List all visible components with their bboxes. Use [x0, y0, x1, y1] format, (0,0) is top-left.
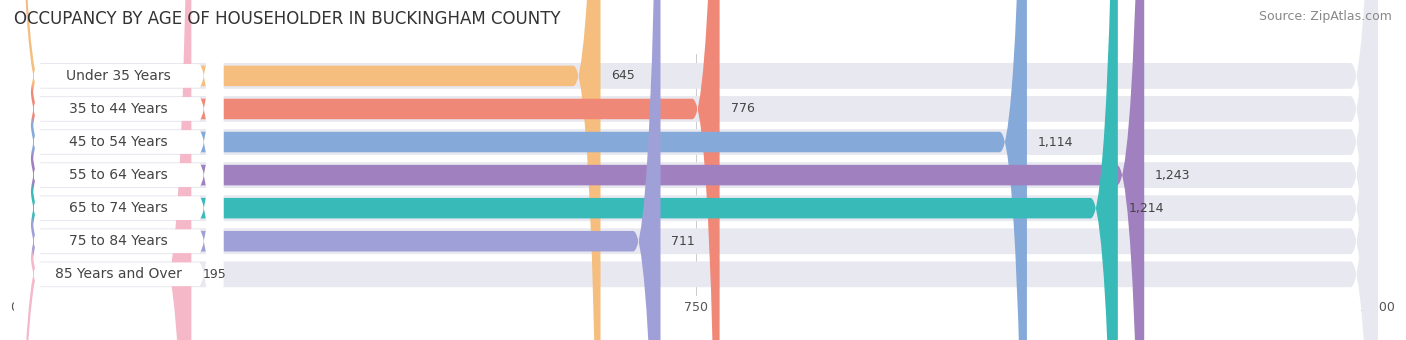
FancyBboxPatch shape — [14, 0, 1378, 340]
Text: 1,114: 1,114 — [1038, 136, 1073, 149]
FancyBboxPatch shape — [14, 0, 720, 340]
Text: 45 to 54 Years: 45 to 54 Years — [69, 135, 167, 149]
FancyBboxPatch shape — [14, 0, 1378, 340]
FancyBboxPatch shape — [14, 0, 224, 340]
FancyBboxPatch shape — [14, 0, 1144, 340]
FancyBboxPatch shape — [14, 0, 191, 340]
FancyBboxPatch shape — [14, 0, 1118, 340]
Text: 1,243: 1,243 — [1156, 169, 1191, 182]
FancyBboxPatch shape — [14, 0, 1378, 340]
FancyBboxPatch shape — [14, 0, 224, 340]
Text: 65 to 74 Years: 65 to 74 Years — [69, 201, 167, 215]
Text: 645: 645 — [612, 69, 636, 82]
Text: 195: 195 — [202, 268, 226, 281]
Text: OCCUPANCY BY AGE OF HOUSEHOLDER IN BUCKINGHAM COUNTY: OCCUPANCY BY AGE OF HOUSEHOLDER IN BUCKI… — [14, 10, 561, 28]
FancyBboxPatch shape — [14, 0, 224, 340]
FancyBboxPatch shape — [14, 0, 1378, 340]
FancyBboxPatch shape — [14, 0, 224, 340]
FancyBboxPatch shape — [14, 0, 1026, 340]
FancyBboxPatch shape — [14, 0, 224, 340]
Text: 35 to 44 Years: 35 to 44 Years — [69, 102, 167, 116]
Text: 776: 776 — [731, 102, 755, 116]
Text: 85 Years and Over: 85 Years and Over — [55, 267, 181, 281]
FancyBboxPatch shape — [14, 0, 1378, 340]
FancyBboxPatch shape — [14, 0, 1378, 340]
Text: 711: 711 — [672, 235, 695, 248]
Text: 55 to 64 Years: 55 to 64 Years — [69, 168, 167, 182]
FancyBboxPatch shape — [14, 0, 224, 340]
Text: Source: ZipAtlas.com: Source: ZipAtlas.com — [1258, 10, 1392, 23]
Text: 1,214: 1,214 — [1129, 202, 1164, 215]
FancyBboxPatch shape — [14, 0, 600, 340]
FancyBboxPatch shape — [14, 0, 661, 340]
FancyBboxPatch shape — [14, 0, 224, 340]
Text: Under 35 Years: Under 35 Years — [66, 69, 172, 83]
FancyBboxPatch shape — [14, 0, 1378, 340]
Text: 75 to 84 Years: 75 to 84 Years — [69, 234, 167, 248]
